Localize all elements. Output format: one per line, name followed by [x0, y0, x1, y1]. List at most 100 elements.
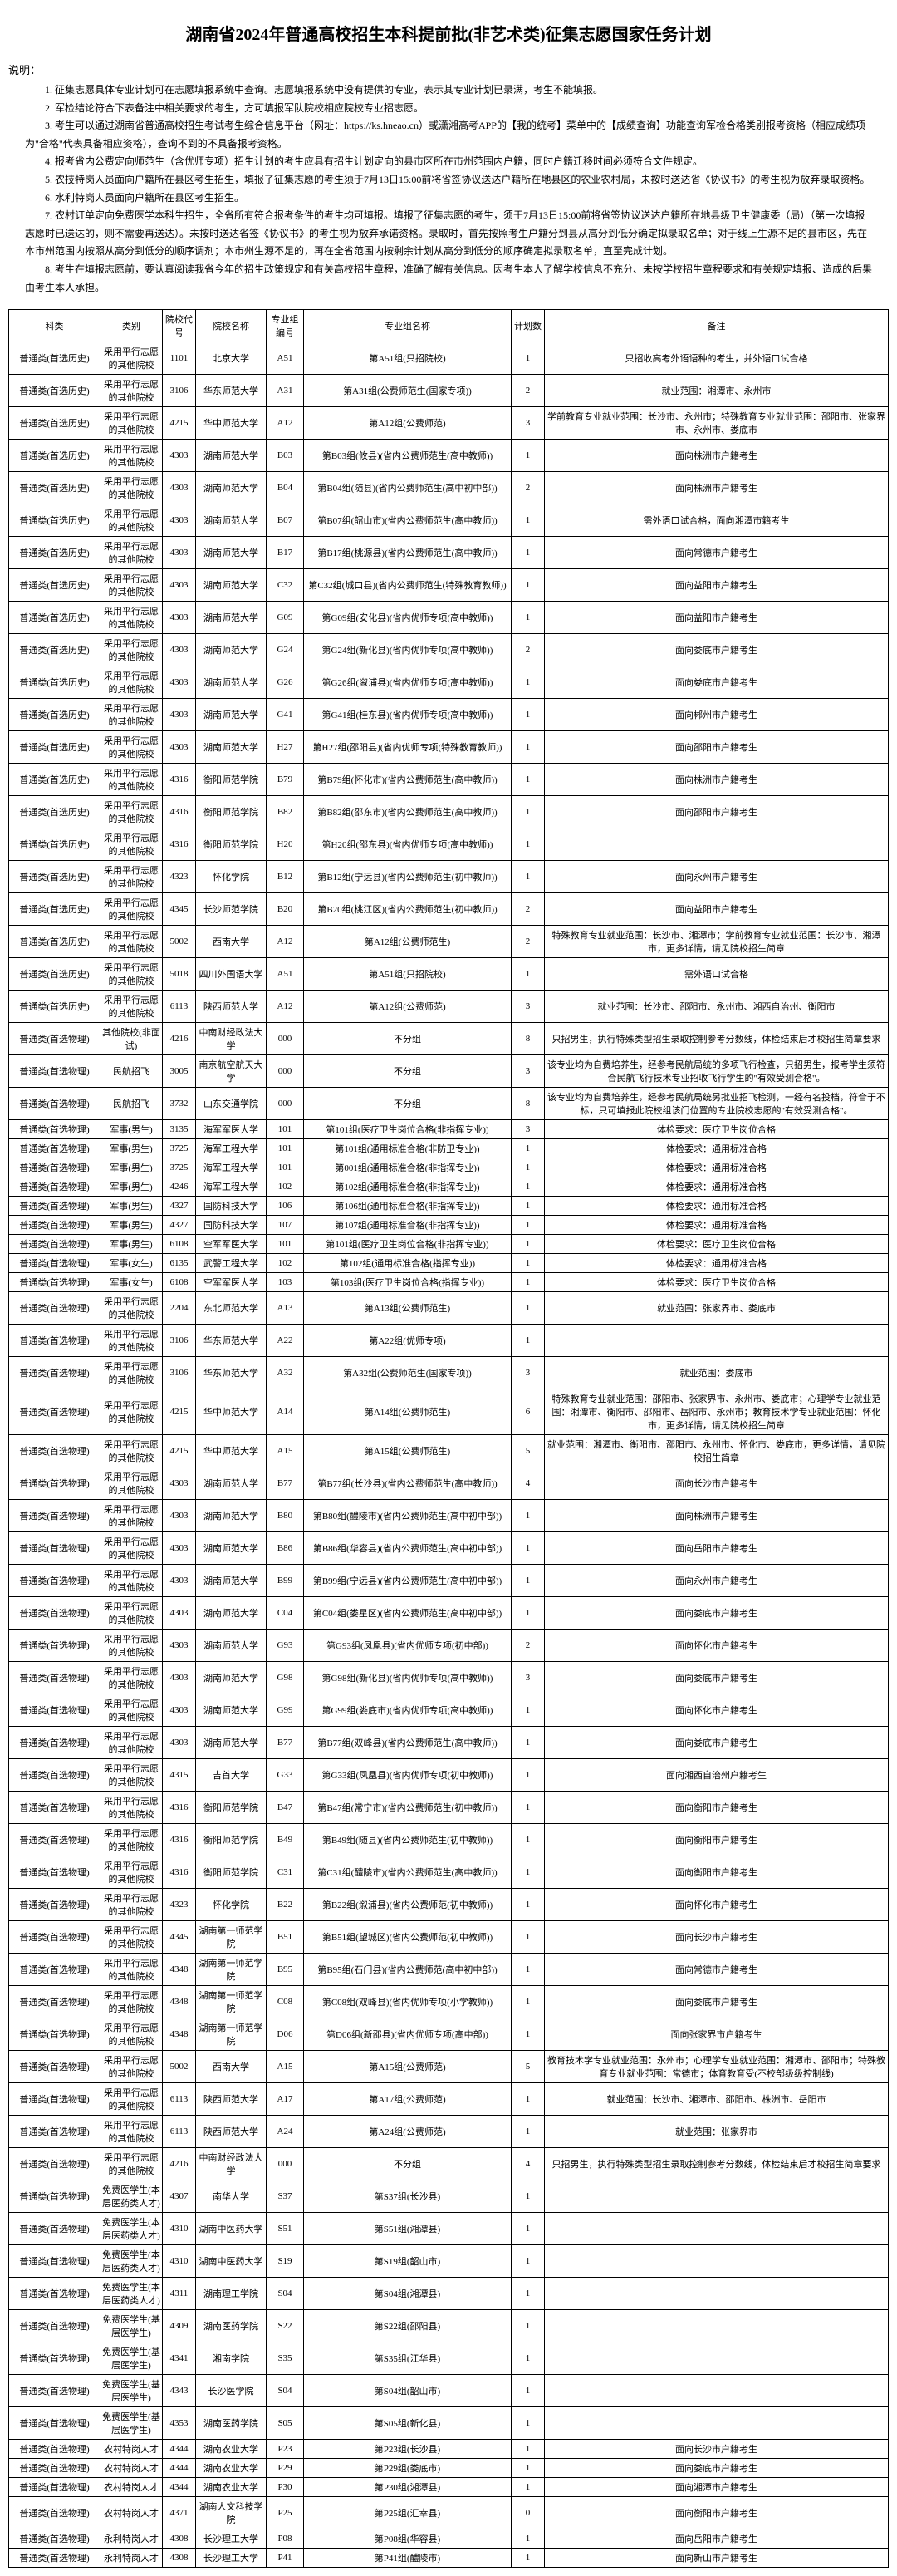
table-cell: 面向株洲市户籍考生	[545, 440, 889, 472]
table-cell: P29	[267, 2459, 304, 2478]
table-row: 普通类(首选物理)采用平行志愿的其他院校4303湖南师范大学B77第B77组(长…	[9, 1467, 889, 1500]
table-cell: 1	[512, 1565, 545, 1597]
table-cell: 第C32组(城口县)(省内公费师范生(特殊教育教师))	[304, 569, 512, 602]
table-cell: 华中师范大学	[196, 407, 267, 440]
table-cell: 普通类(首选历史)	[9, 991, 100, 1023]
table-cell: 农村特岗人才	[100, 2497, 163, 2529]
table-cell: 3	[512, 1662, 545, 1694]
table-row: 普通类(首选物理)军事(男生)6108空军军医大学101第101组(医疗卫生岗位…	[9, 1235, 889, 1254]
table-cell: 面向株洲市户籍考生	[545, 1500, 889, 1532]
table-row: 普通类(首选物理)农村特岗人才4344湖南农业大学P23第P23组(长沙县)1面…	[9, 2440, 889, 2459]
table-cell: 面向衡阳市户籍考生	[545, 1792, 889, 1824]
table-cell: 湖南第一师范学院	[196, 1921, 267, 1954]
table-cell: 普通类(首选历史)	[9, 926, 100, 958]
table-cell: 第C04组(娄星区)(省内公费师范生(高中初中部))	[304, 1597, 512, 1630]
table-cell: 4344	[163, 2459, 196, 2478]
table-cell: 陕西师范大学	[196, 2083, 267, 2116]
table-cell: 采用平行志愿的其他院校	[100, 1759, 163, 1792]
table-cell: H20	[267, 828, 304, 861]
table-cell: 106	[267, 1197, 304, 1216]
table-cell: 体检要求：通用标准合格	[545, 1139, 889, 1158]
table-cell: 特殊教育专业就业范围：邵阳市、张家界市、永州市、娄底市；心理学专业就业范围：湘潭…	[545, 1389, 889, 1435]
table-cell: 第G26组(溆浦县)(省内优师专项(高中教师))	[304, 666, 512, 699]
table-cell: 采用平行志愿的其他院校	[100, 407, 163, 440]
table-cell: 3	[512, 1357, 545, 1389]
table-row: 普通类(首选物理)免费医学生(本层医药类人才)4310湖南中医药大学S19第S1…	[9, 2245, 889, 2278]
table-cell: 山东交通学院	[196, 1088, 267, 1120]
table-cell: 第102组(通用标准合格(非指挥专业))	[304, 1177, 512, 1197]
table-cell: A31	[267, 375, 304, 407]
table-cell: 第B95组(石门县)(省内公费师范(高中初中部))	[304, 1954, 512, 1986]
table-cell: 1	[512, 1197, 545, 1216]
table-row: 普通类(首选历史)采用平行志愿的其他院校6113陕西师范大学A12第A12组(公…	[9, 991, 889, 1023]
table-row: 普通类(首选物理)采用平行志愿的其他院校4303湖南师范大学B77第B77组(双…	[9, 1727, 889, 1759]
table-cell: 采用平行志愿的其他院校	[100, 1856, 163, 1889]
table-row: 普通类(首选物理)军事(男生)3135海军军医大学101第101组(医疗卫生岗位…	[9, 1120, 889, 1139]
table-cell: 特殊教育专业就业范围：长沙市、湘潭市；学前教育专业就业范围：长沙市、湘潭市，更多…	[545, 926, 889, 958]
table-cell: 1	[512, 1921, 545, 1954]
table-cell: 第A15组(公费师范生)	[304, 1435, 512, 1467]
table-cell: 采用平行志愿的其他院校	[100, 569, 163, 602]
table-cell: 该专业均为自费培养生，经参考民航局统另批业招飞检测，一经有名投档，符合于不标，只…	[545, 1088, 889, 1120]
table-cell: 第C31组(醴陵市)(省内公费师范生(高中教师))	[304, 1856, 512, 1889]
table-cell: 4308	[163, 2549, 196, 2568]
table-cell: 长沙师范学院	[196, 893, 267, 926]
table-cell: 武警工程大学	[196, 1254, 267, 1273]
table-cell: 普通类(首选历史)	[9, 634, 100, 666]
table-cell: 1	[512, 731, 545, 764]
table-row: 普通类(首选物理)采用平行志愿的其他院校4303湖南师范大学C04第C04组(娄…	[9, 1597, 889, 1630]
table-row: 普通类(首选历史)采用平行志愿的其他院校4316衡阳师范学院B82第B82组(邵…	[9, 796, 889, 828]
table-cell: B04	[267, 472, 304, 504]
table-row: 普通类(首选物理)采用平行志愿的其他院校4316衡阳师范学院C31第C31组(醴…	[9, 1856, 889, 1889]
table-cell: 第B49组(随县)(省内公费师范生(初中教师))	[304, 1824, 512, 1856]
table-cell: 第B22组(溆浦县)(省内公费师范(初中教师))	[304, 1889, 512, 1921]
table-cell: 就业范围：长沙市、邵阳市、永州市、湘西自治州、衡阳市	[545, 991, 889, 1023]
table-cell: 0	[512, 2497, 545, 2529]
table-cell: 第001组(通用标准合格(非指挥专业))	[304, 1158, 512, 1177]
table-cell: 普通类(首选物理)	[9, 1235, 100, 1254]
table-cell: 4353	[163, 2407, 196, 2440]
table-cell: 1	[512, 602, 545, 634]
table-cell: 4303	[163, 666, 196, 699]
table-cell: 4303	[163, 504, 196, 537]
table-cell: 中南财经政法大学	[196, 2148, 267, 2180]
table-cell: 第106组(通用标准合格(非指挥专业))	[304, 1197, 512, 1216]
table-cell: 普通类(首选历史)	[9, 375, 100, 407]
table-cell: 000	[267, 1088, 304, 1120]
table-cell: 湖南师范大学	[196, 1532, 267, 1565]
table-body: 普通类(首选历史)采用平行志愿的其他院校1101北京大学A51第A51组(只招院…	[9, 342, 889, 2568]
note-paragraph: 8. 考生在填报志愿前，要认真阅读我省今年的招生政策规定和有关高校招生章程，准确…	[25, 261, 872, 297]
table-cell: P41	[267, 2549, 304, 2568]
table-cell: 第A12组(公费师范生)	[304, 926, 512, 958]
table-row: 普通类(首选历史)采用平行志愿的其他院校4303湖南师范大学G41第G41组(桂…	[9, 699, 889, 731]
table-cell: 1	[512, 1325, 545, 1357]
table-cell: 普通类(首选历史)	[9, 342, 100, 375]
table-cell: 第P29组(娄底市)	[304, 2459, 512, 2478]
notes-section: 1. 征集志愿具体专业计划可在志愿填报系统中查询。志愿填报系统中没有提供的专业，…	[8, 81, 889, 309]
table-cell: 普通类(首选历史)	[9, 731, 100, 764]
table-cell: 1	[512, 440, 545, 472]
table-cell: 体检要求：医疗卫生岗位合格	[545, 1120, 889, 1139]
table-cell: 1	[512, 2549, 545, 2568]
table-cell: 湖南第一师范学院	[196, 1986, 267, 2018]
table-row: 普通类(首选物理)军事(女生)6135武警工程大学102第102组(通用标准合格…	[9, 1254, 889, 1273]
table-cell: 军事(女生)	[100, 1273, 163, 1292]
table-cell: 湖南师范大学	[196, 440, 267, 472]
table-cell: 体检要求：通用标准合格	[545, 1158, 889, 1177]
table-cell: 衡阳师范学院	[196, 1792, 267, 1824]
table-row: 普通类(首选历史)采用平行志愿的其他院校5002西南大学A12第A12组(公费师…	[9, 926, 889, 958]
table-cell: 就业范围：湘潭市、衡阳市、邵阳市、永州市、怀化市、娄底市，更多详情，请见院校招生…	[545, 1435, 889, 1467]
table-cell: 101	[267, 1158, 304, 1177]
table-row: 普通类(首选物理)免费医学生(基层医学生)4343长沙医学院S04第S04组(韶…	[9, 2375, 889, 2407]
table-cell: B80	[267, 1500, 304, 1532]
table-cell: 面向娄底市户籍考生	[545, 634, 889, 666]
table-cell: 3	[512, 991, 545, 1023]
table-row: 普通类(首选物理)军事(男生)3725海军工程大学101第101组(通用标准合格…	[9, 1139, 889, 1158]
table-cell: A14	[267, 1389, 304, 1435]
table-cell: 4303	[163, 1727, 196, 1759]
table-cell: 湖南农业大学	[196, 2459, 267, 2478]
table-cell: 面向常德市户籍考生	[545, 537, 889, 569]
table-cell: 3106	[163, 1357, 196, 1389]
table-cell: 3732	[163, 1088, 196, 1120]
table-cell: 陕西师范大学	[196, 991, 267, 1023]
